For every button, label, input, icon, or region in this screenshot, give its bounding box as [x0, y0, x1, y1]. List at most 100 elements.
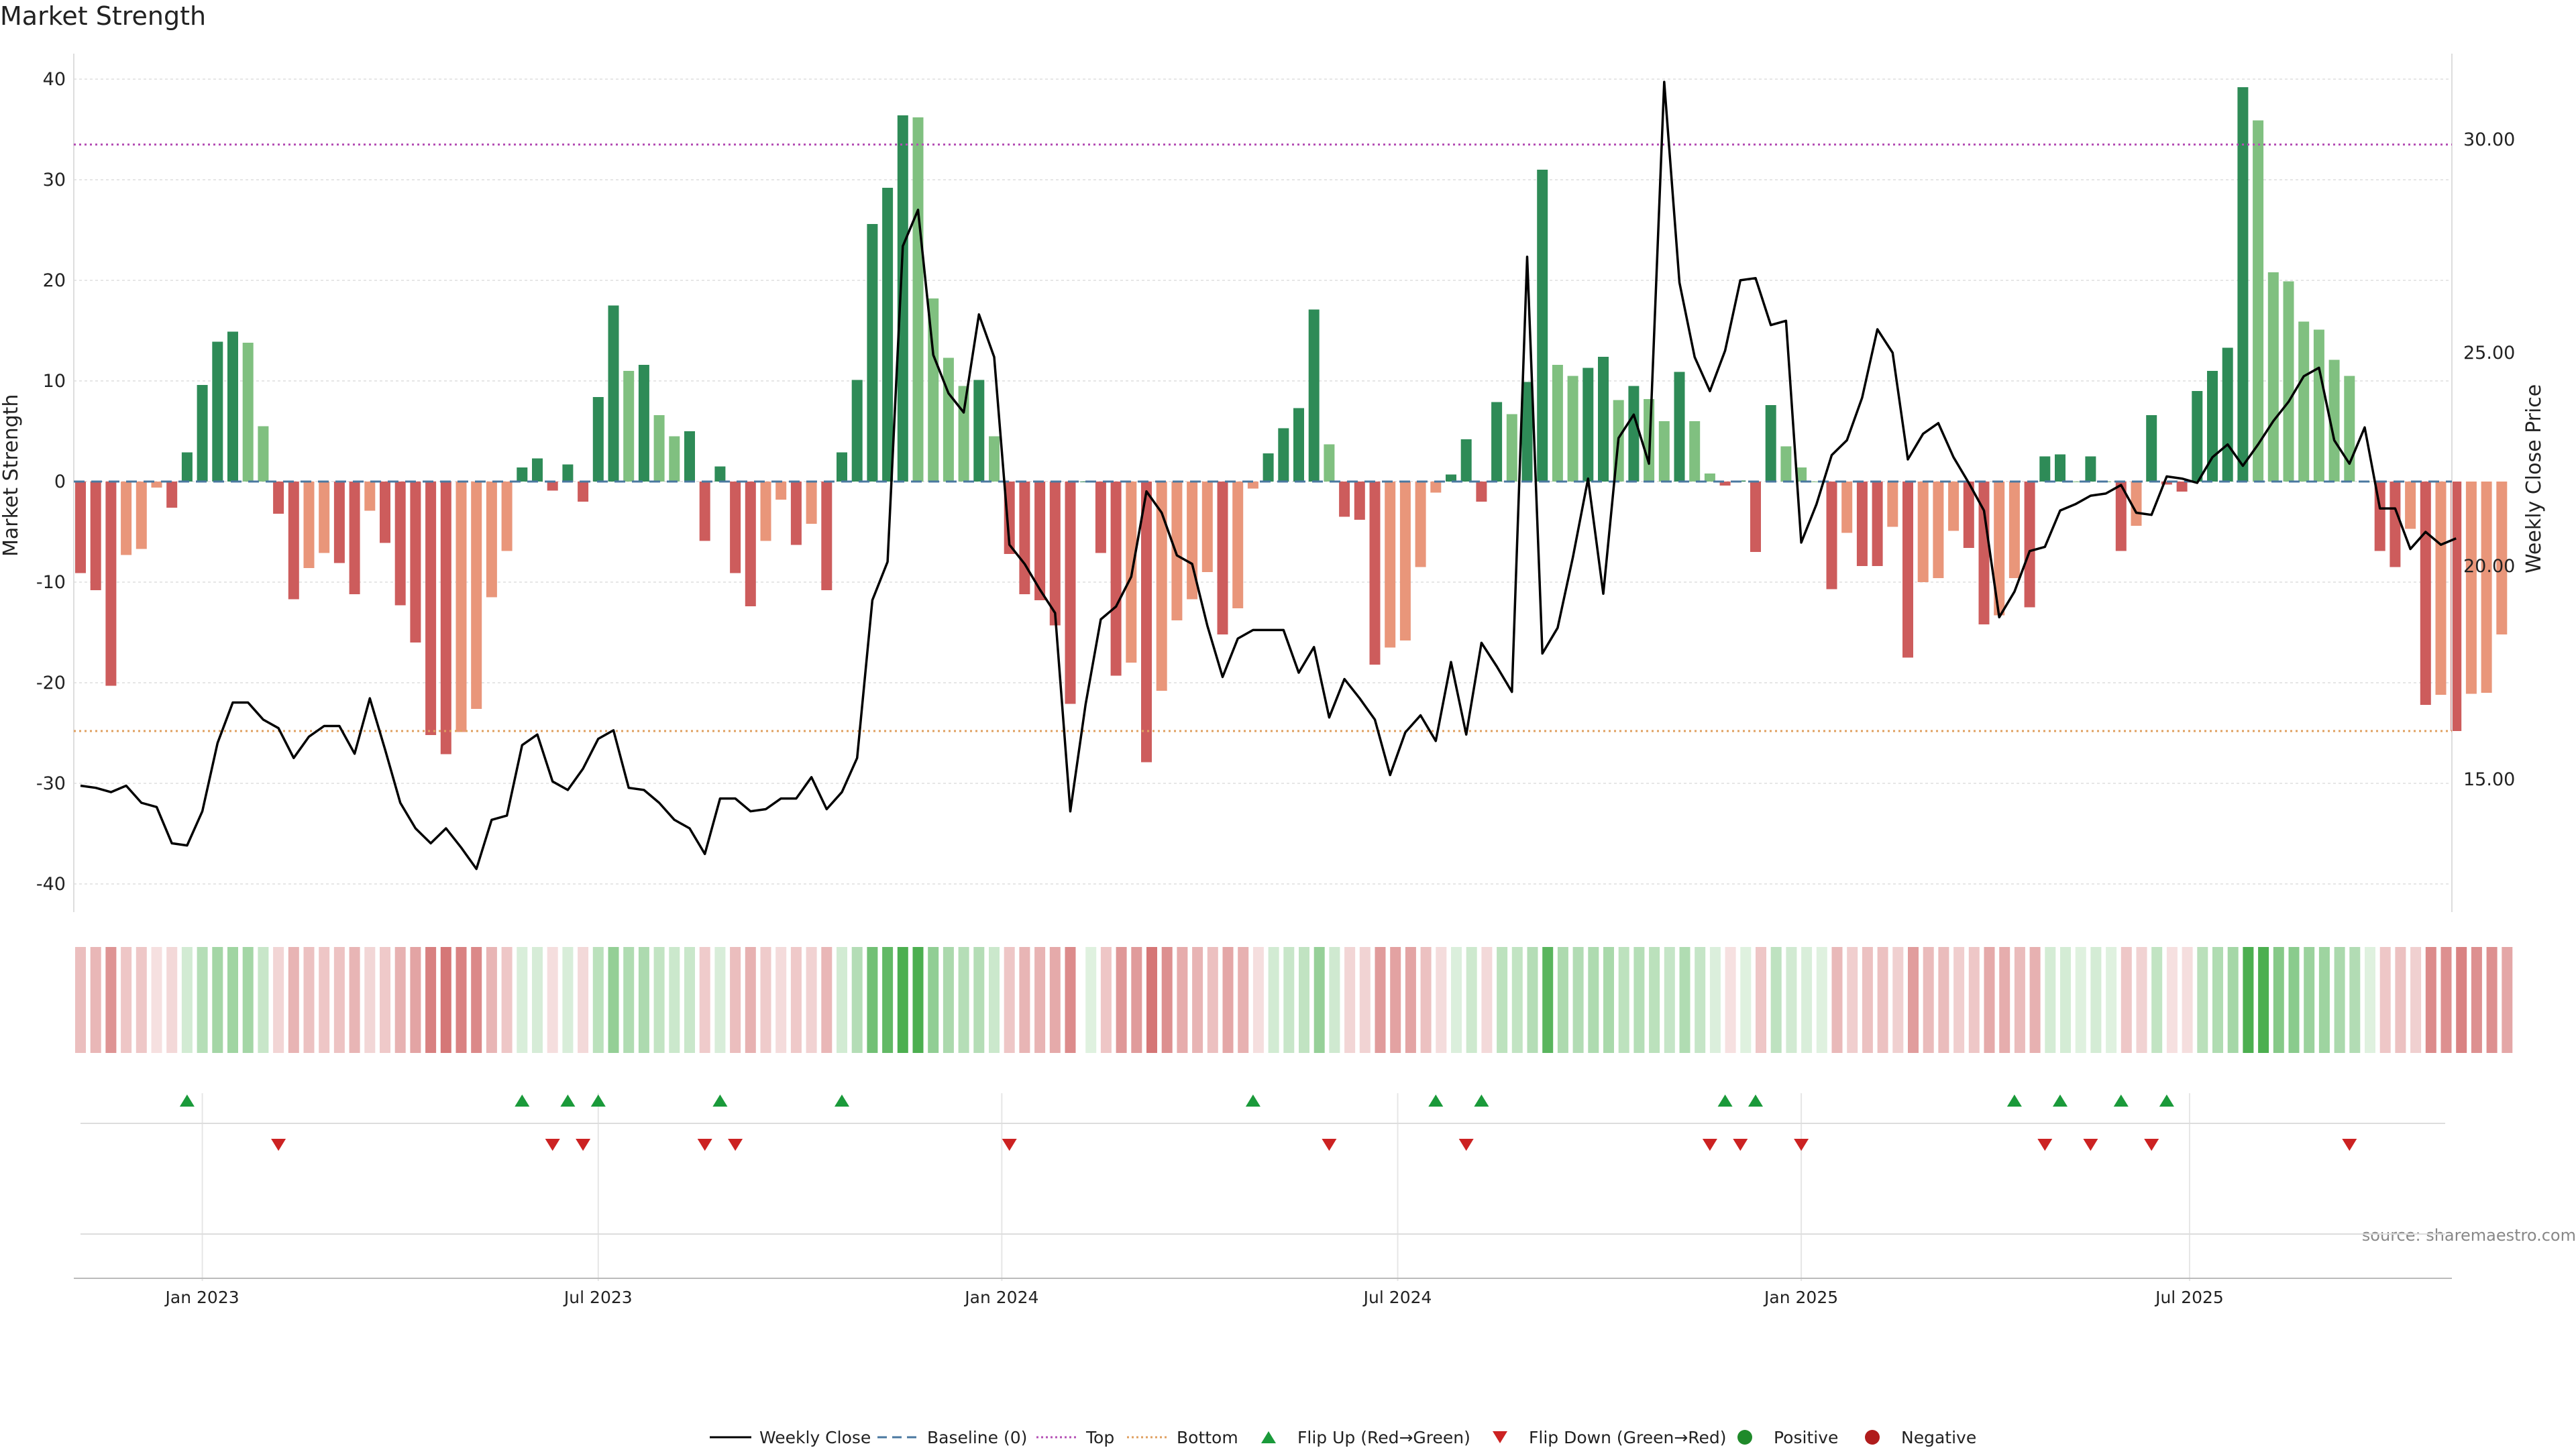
strength-bar[interactable] — [1704, 473, 1715, 482]
strength-bar[interactable] — [1034, 482, 1046, 600]
strength-bar[interactable] — [1506, 414, 1517, 482]
strength-bar[interactable] — [775, 482, 787, 500]
strength-bar[interactable] — [2176, 482, 2188, 492]
flip-up-marker[interactable] — [590, 1095, 606, 1107]
strength-bar[interactable] — [1689, 421, 1701, 482]
strength-bar[interactable] — [2085, 456, 2096, 482]
strength-bar[interactable] — [2481, 482, 2492, 693]
strength-bar[interactable] — [501, 482, 513, 551]
strength-bar[interactable] — [1826, 482, 1837, 590]
legend-item-baseline[interactable]: Baseline (0) — [877, 1425, 1027, 1449]
flip-down-marker[interactable] — [2037, 1139, 2053, 1151]
strength-bar[interactable] — [2465, 482, 2477, 694]
flip-up-marker[interactable] — [835, 1095, 849, 1107]
legend-item-weekly-close[interactable]: Weekly Close — [710, 1425, 871, 1449]
strength-bar[interactable] — [1780, 446, 1792, 482]
strength-bar[interactable] — [1856, 482, 1868, 566]
strength-bar[interactable] — [1065, 482, 1076, 704]
flip-up-marker[interactable] — [1245, 1095, 1260, 1107]
strength-bar[interactable] — [745, 482, 756, 606]
strength-bar[interactable] — [806, 482, 817, 524]
strength-bar[interactable] — [928, 298, 939, 482]
flip-down-marker[interactable] — [576, 1139, 591, 1151]
flip-up-marker[interactable] — [2113, 1095, 2129, 1107]
strength-bar[interactable] — [1460, 439, 1472, 482]
strength-bar[interactable] — [1049, 482, 1061, 626]
strength-bar[interactable] — [2328, 359, 2340, 482]
strength-bar[interactable] — [486, 482, 497, 598]
strength-bar[interactable] — [1994, 482, 2005, 616]
flip-down-marker[interactable] — [1702, 1139, 1717, 1151]
strength-bar[interactable] — [532, 458, 543, 482]
strength-bar[interactable] — [136, 482, 147, 549]
strength-bar[interactable] — [2161, 482, 2172, 485]
strength-bar[interactable] — [2222, 347, 2233, 482]
strength-bar[interactable] — [75, 482, 86, 573]
strength-bar[interactable] — [653, 415, 665, 482]
flip-up-marker[interactable] — [1717, 1095, 1733, 1107]
flip-down-marker[interactable] — [1794, 1139, 1809, 1151]
strength-bar[interactable] — [1658, 421, 1670, 482]
strength-bar[interactable] — [1582, 368, 1594, 482]
strength-bar[interactable] — [973, 380, 985, 482]
strength-bar[interactable] — [471, 482, 482, 709]
strength-bar[interactable] — [2008, 482, 2020, 578]
strength-bar[interactable] — [837, 452, 847, 482]
strength-bar[interactable] — [2344, 376, 2355, 482]
strength-bar[interactable] — [1385, 482, 1396, 648]
strength-bar[interactable] — [958, 386, 969, 482]
strength-bar[interactable] — [273, 482, 284, 514]
strength-bar[interactable] — [1628, 386, 1640, 482]
strength-bar[interactable] — [989, 436, 1000, 482]
strength-bar[interactable] — [562, 464, 574, 482]
strength-bar[interactable] — [1750, 482, 1761, 552]
strength-bar[interactable] — [2192, 391, 2203, 482]
strength-bar[interactable] — [1187, 482, 1198, 600]
strength-bar[interactable] — [760, 482, 771, 541]
strength-bar[interactable] — [851, 380, 863, 482]
strength-bar[interactable] — [943, 357, 954, 482]
strength-bar[interactable] — [2115, 482, 2127, 551]
strength-bar[interactable] — [2313, 329, 2324, 482]
flip-down-marker[interactable] — [1733, 1139, 1748, 1151]
strength-bar[interactable] — [2405, 482, 2416, 529]
strength-bar[interactable] — [730, 482, 741, 573]
strength-bar[interactable] — [212, 341, 223, 482]
strength-bar[interactable] — [394, 482, 406, 606]
strength-bar[interactable] — [1217, 482, 1228, 634]
flip-up-marker[interactable] — [1474, 1095, 1489, 1107]
strength-bar[interactable] — [2390, 482, 2401, 567]
strength-bar[interactable] — [151, 482, 162, 488]
strength-bar[interactable] — [882, 188, 894, 482]
strength-bar[interactable] — [1567, 376, 1578, 482]
flip-up-marker[interactable] — [179, 1095, 195, 1107]
strength-bar[interactable] — [2267, 272, 2279, 482]
strength-bar[interactable] — [1369, 482, 1381, 665]
legend-item-bottom[interactable]: Bottom — [1127, 1425, 1238, 1449]
strength-bar[interactable] — [333, 482, 345, 563]
strength-bar[interactable] — [1933, 482, 1944, 578]
flip-down-marker[interactable] — [728, 1139, 743, 1151]
strength-bar[interactable] — [1552, 365, 1563, 482]
strength-bar[interactable] — [1674, 372, 1685, 482]
strength-bar[interactable] — [912, 117, 924, 482]
flip-down-marker[interactable] — [2083, 1139, 2098, 1151]
strength-bar[interactable] — [714, 466, 726, 482]
strength-bar[interactable] — [669, 436, 680, 482]
strength-bar[interactable] — [821, 482, 833, 590]
strength-bar[interactable] — [1978, 482, 1990, 624]
strength-bar[interactable] — [1796, 467, 1807, 482]
strength-bar[interactable] — [349, 482, 360, 594]
strength-bar[interactable] — [1902, 482, 1913, 658]
flip-up-marker[interactable] — [560, 1095, 576, 1107]
strength-bar[interactable] — [455, 482, 467, 732]
strength-bar[interactable] — [288, 482, 299, 600]
strength-bar[interactable] — [1263, 453, 1274, 482]
strength-bar[interactable] — [1247, 482, 1258, 489]
strength-bar[interactable] — [166, 482, 178, 508]
strength-bar[interactable] — [1232, 482, 1244, 608]
flip-up-marker[interactable] — [2006, 1095, 2022, 1107]
strength-bar[interactable] — [197, 385, 208, 482]
strength-bar[interactable] — [1019, 482, 1030, 594]
strength-bar[interactable] — [623, 371, 635, 482]
